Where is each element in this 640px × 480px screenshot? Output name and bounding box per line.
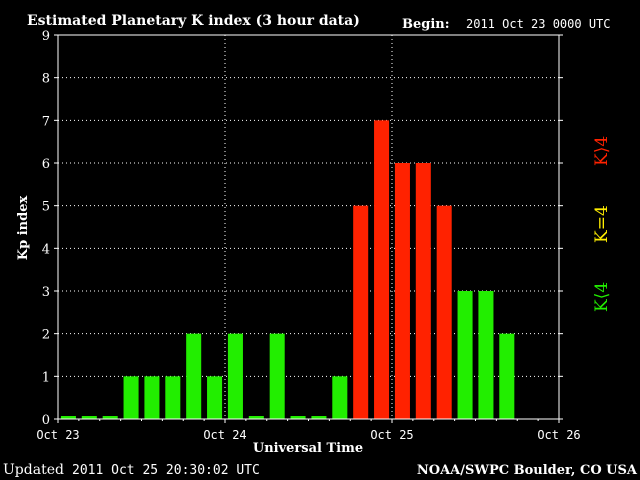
chart-title: Estimated Planetary K index (3 hour data… [27, 13, 360, 29]
kp-bar [311, 416, 327, 419]
kp-bar [144, 376, 160, 419]
x-tick-label: Oct 24 [203, 428, 246, 442]
y-tick-label: 0 [42, 413, 50, 428]
y-tick-label: 7 [42, 114, 50, 129]
begin-label: Begin: [402, 17, 450, 32]
y-tick-label: 6 [42, 157, 50, 172]
x-tick-label: Oct 23 [36, 428, 79, 442]
kp-bar [248, 416, 264, 419]
x-tick-label: Oct 26 [537, 428, 580, 442]
y-tick-label: 9 [42, 29, 50, 44]
kp-bar [227, 333, 243, 419]
x-tick-label: Oct 25 [370, 428, 413, 442]
kp-bar [186, 333, 202, 419]
legend-low: K⟨4 [592, 282, 612, 312]
y-tick-label: 8 [42, 72, 50, 87]
kp-bar [165, 376, 181, 419]
grid-lines [58, 35, 559, 419]
kp-bar [269, 333, 285, 419]
kp-bar [207, 376, 223, 419]
kp-bar [478, 291, 494, 419]
kp-bar [499, 333, 515, 419]
y-tick-label: 1 [42, 370, 50, 385]
y-tick-label: 2 [42, 328, 50, 343]
kp-bar [81, 416, 97, 419]
kp-bar [436, 205, 452, 419]
kp-bar [102, 416, 118, 419]
kp-bar [457, 291, 473, 419]
kp-bar [374, 120, 390, 419]
updated-value: 2011 Oct 25 20:30:02 UTC [72, 463, 260, 478]
y-axis-ticks: 0 1 2 3 4 5 6 7 8 9 [42, 29, 563, 428]
kp-bar [332, 376, 348, 419]
y-tick-label: 4 [42, 242, 50, 257]
kp-bar [394, 163, 410, 419]
bars-group [60, 120, 515, 419]
kp-bar [60, 416, 76, 419]
legend-high: K⟩4 [592, 136, 612, 166]
y-axis-label: Kp index [16, 196, 31, 261]
y-tick-label: 5 [42, 200, 50, 215]
begin-value: 2011 Oct 23 0000 UTC [466, 17, 611, 31]
source-credit: NOAA/SWPC Boulder, CO USA [417, 463, 638, 478]
kp-bar [123, 376, 139, 419]
kp-bar [353, 205, 369, 419]
legend-mid: K=4 [592, 205, 612, 243]
updated-label: Updated [3, 462, 64, 478]
x-axis-label: Universal Time [253, 441, 363, 456]
y-tick-label: 3 [42, 285, 50, 300]
kp-bar [415, 163, 431, 419]
kp-bar [290, 416, 306, 419]
x-axis-ticks: Oct 23 Oct 24 Oct 25 Oct 26 [36, 419, 581, 442]
plot-frame [57, 34, 560, 420]
